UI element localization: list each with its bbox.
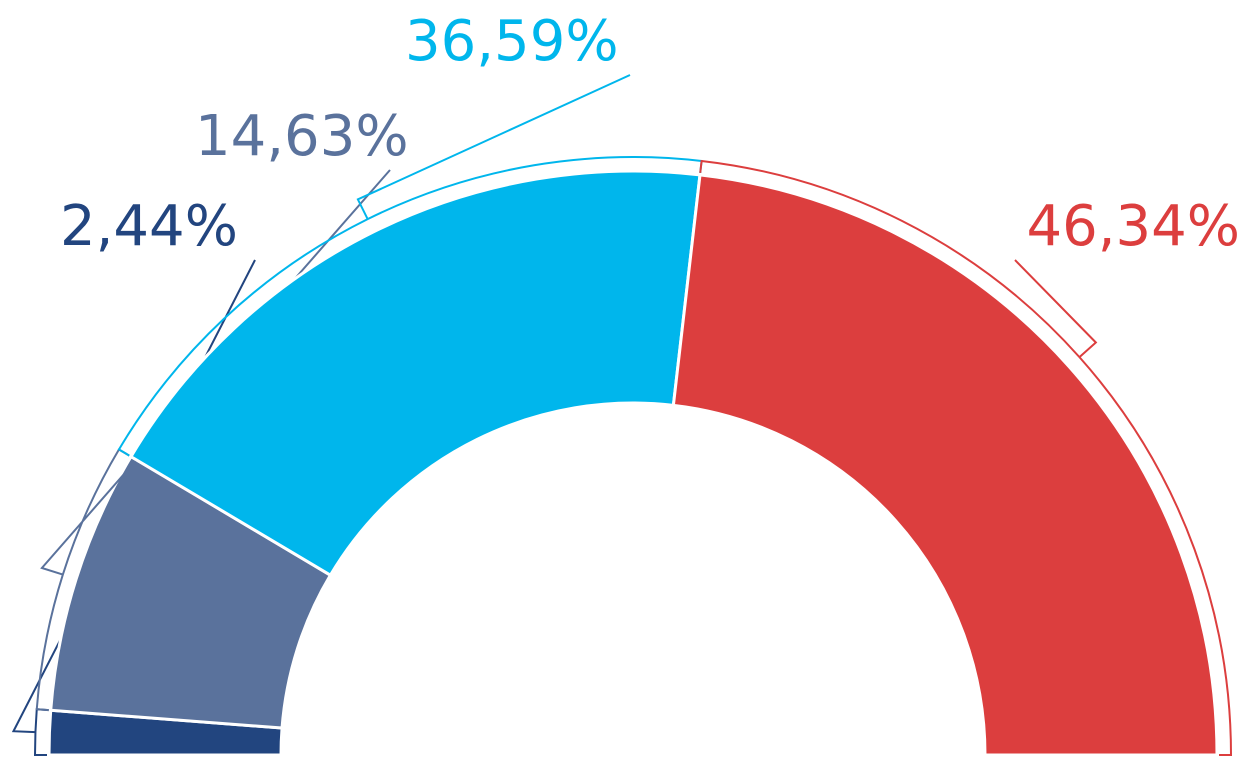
leader bbox=[699, 159, 1233, 756]
value-label: 46,34% bbox=[1026, 194, 1240, 259]
value-label: 36,59% bbox=[405, 9, 619, 74]
leader bbox=[117, 74, 703, 457]
value-label: 14,63% bbox=[195, 104, 409, 169]
segment bbox=[671, 173, 1219, 757]
segment bbox=[128, 169, 702, 578]
value-label: 2,44% bbox=[60, 194, 238, 259]
